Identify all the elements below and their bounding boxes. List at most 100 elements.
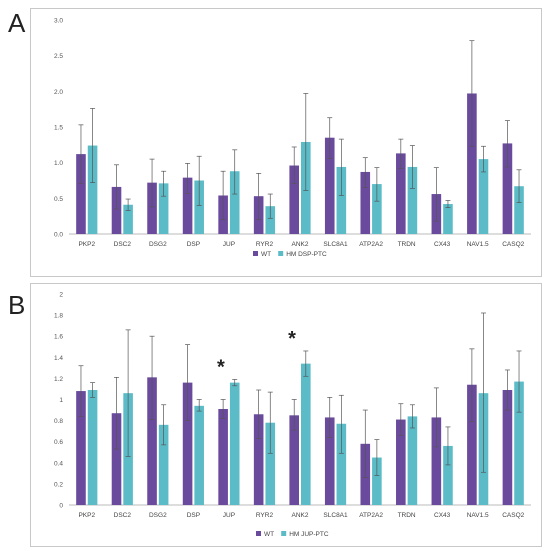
bar-hm-dsp-ptc-ryr2 (265, 206, 276, 234)
legend-label-1: HM DSP-PTC (286, 251, 327, 258)
bar-wt-casq2 (502, 143, 513, 234)
y-tick-label-a: 3.0 (54, 18, 63, 25)
y-tick-label-b: 1.4 (54, 355, 63, 362)
bar-chart-b: 0 0.2 0.4 0.6 0.8 1 1.2 1.4 1.6 1.8 2 PKP2 DSC2 DSG2 D… (54, 292, 531, 538)
bar-chart-a: 0.0 0.5 1.0 1.5 2.0 2.5 3.0 PKP2 DSC2 DSG2 DSP JUP R… (54, 18, 531, 258)
panel-label-a: A (8, 8, 26, 38)
y-tick-label-a: 1.0 (54, 160, 63, 167)
x-tick-label-cx43: CX43 (434, 512, 451, 519)
bar-wt-dsg2 (147, 182, 157, 234)
bar-wt-trdn (396, 419, 406, 505)
bar-wt-dsc2 (111, 186, 122, 234)
bar-wt-slc8a1 (324, 137, 335, 234)
bar-wt-nav1.5 (467, 93, 477, 235)
legend-swatch-1 (281, 531, 287, 536)
x-tick-label-trdn: TRDN (398, 241, 416, 248)
bar-hm-jup-ptc-trdn (407, 416, 418, 505)
x-tick-label-dsc2: DSC2 (114, 241, 132, 248)
bar-hm-jup-ptc-casq2 (514, 381, 524, 505)
x-tick-label-ank2: ANK2 (292, 241, 309, 248)
bar-hm-dsp-ptc-jup (229, 171, 240, 234)
x-tick-label-trdn: TRDN (398, 512, 416, 519)
x-tick-label-dsp: DSP (187, 241, 200, 248)
legend-swatch-0 (253, 251, 258, 256)
x-tick-label-ank2: ANK2 (292, 512, 309, 519)
x-tick-label-ryr2: RYR2 (256, 241, 274, 248)
bar-hm-dsp-ptc-casq2 (514, 186, 524, 234)
bar-wt-slc8a1 (324, 417, 335, 505)
x-tick-label-atp2a2: ATP2A2 (359, 241, 383, 248)
bar-hm-jup-ptc-ank2 (301, 363, 311, 505)
bar-wt-dsp (182, 177, 193, 234)
bar-hm-dsp-ptc-cx43 (443, 204, 453, 234)
y-tick-label-b: 0.4 (54, 460, 63, 467)
bar-wt-nav1.5 (467, 384, 477, 505)
bar-wt-casq2 (502, 390, 513, 505)
x-tick-label-jup: JUP (223, 241, 235, 248)
bar-hm-jup-ptc-dsp (194, 405, 204, 505)
x-tick-label-nav1.5: NAV1.5 (467, 512, 489, 519)
significance-asterisk-jup: * (217, 356, 225, 378)
chart-panel-b: 0 0.2 0.4 0.6 0.8 1 1.2 1.4 1.6 1.8 2 PKP2 DSC2 DSG2 D… (30, 283, 542, 547)
bar-hm-dsp-ptc-pkp2 (87, 145, 98, 234)
y-tick-label-b: 1 (59, 397, 63, 404)
x-tick-label-cx43: CX43 (434, 241, 451, 248)
y-tick-label-b: 0.2 (54, 481, 63, 488)
chart-panel-a: 0.0 0.5 1.0 1.5 2.0 2.5 3.0 PKP2 DSC2 DSG2 DSP JUP R… (30, 8, 542, 277)
y-tick-label-b: 0.6 (54, 439, 63, 446)
y-tick-label-a: 2.0 (54, 89, 63, 96)
bar-wt-cx43 (431, 417, 442, 505)
bar-wt-dsc2 (111, 413, 122, 505)
legend-label-0: WT (264, 531, 274, 538)
legend-label-0: WT (261, 251, 271, 258)
bar-hm-dsp-ptc-dsg2 (158, 183, 169, 234)
bar-wt-ryr2 (253, 414, 264, 505)
significance-asterisk-ank2: * (288, 328, 296, 350)
x-tick-label-slc8a1: SLC8A1 (323, 241, 348, 248)
bar-hm-dsp-ptc-atp2a2 (372, 184, 382, 234)
x-tick-label-dsp: DSP (187, 512, 200, 519)
bar-wt-ank2 (289, 415, 299, 505)
bar-wt-trdn (396, 153, 406, 234)
panel-label-b: B (8, 290, 26, 320)
bar-hm-jup-ptc-ryr2 (265, 422, 276, 505)
x-tick-label-casq2: CASQ2 (502, 512, 524, 519)
bar-hm-dsp-ptc-dsc2 (123, 204, 133, 234)
legend-swatch-1 (278, 251, 284, 256)
bar-hm-jup-ptc-pkp2 (87, 390, 98, 505)
x-tick-label-dsg2: DSG2 (149, 512, 167, 519)
y-tick-label-b: 1.8 (54, 313, 63, 320)
x-tick-label-dsc2: DSC2 (114, 512, 132, 519)
bar-hm-dsp-ptc-dsp (194, 180, 204, 234)
bar-wt-jup (218, 408, 228, 505)
y-tick-label-b: 1.2 (54, 376, 63, 383)
y-tick-label-b: 0.8 (54, 418, 63, 425)
legend-swatch-0 (256, 531, 261, 536)
y-tick-label-b: 0 (59, 503, 63, 510)
bar-hm-dsp-ptc-slc8a1 (336, 166, 347, 234)
y-tick-label-b: 1.6 (54, 334, 63, 341)
bar-wt-dsg2 (147, 377, 157, 505)
legend-label-1: HM JUP-PTC (289, 531, 329, 538)
bar-hm-jup-ptc-slc8a1 (336, 423, 347, 505)
x-tick-label-slc8a1: SLC8A1 (323, 512, 348, 519)
y-tick-label-a: 0.0 (54, 232, 63, 239)
bar-hm-jup-ptc-atp2a2 (372, 457, 382, 505)
x-tick-label-dsg2: DSG2 (149, 241, 167, 248)
y-tick-label-b: 2 (59, 292, 63, 299)
bar-wt-pkp2 (76, 391, 86, 505)
bar-wt-ank2 (289, 165, 299, 234)
x-tick-label-jup: JUP (223, 512, 235, 519)
x-tick-label-ryr2: RYR2 (256, 512, 274, 519)
bar-wt-pkp2 (76, 154, 86, 234)
x-tick-label-pkp2: PKP2 (78, 241, 95, 248)
bar-hm-dsp-ptc-trdn (407, 166, 418, 234)
x-tick-label-pkp2: PKP2 (78, 512, 95, 519)
y-tick-label-a: 0.5 (54, 196, 63, 203)
bar-hm-jup-ptc-cx43 (443, 445, 453, 505)
x-tick-label-casq2: CASQ2 (502, 241, 524, 248)
bar-wt-dsp (182, 382, 193, 505)
y-tick-label-a: 2.5 (54, 53, 63, 60)
x-tick-label-nav1.5: NAV1.5 (467, 241, 489, 248)
y-tick-label-a: 1.5 (54, 125, 63, 132)
